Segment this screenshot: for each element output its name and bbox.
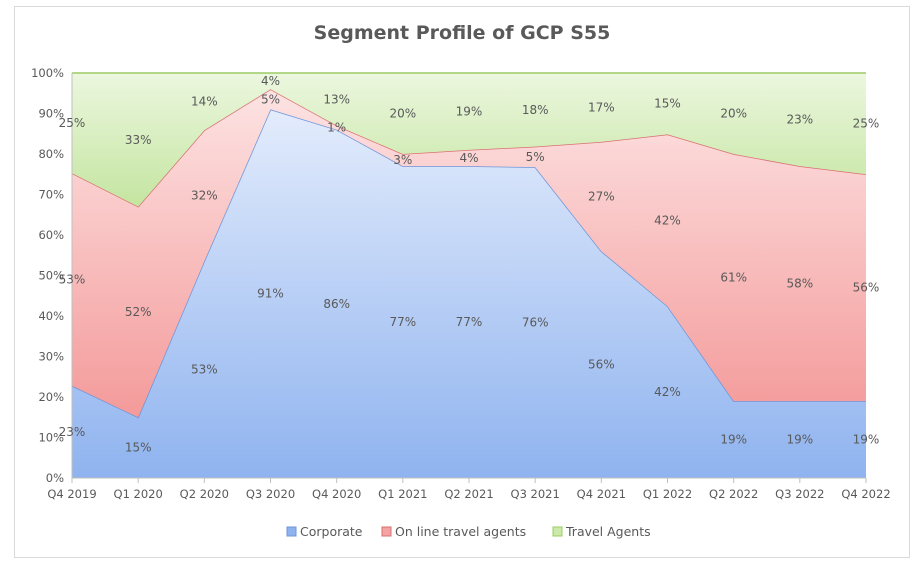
legend-label-corporate: Corporate xyxy=(300,524,363,539)
data-label-travel-agents: 23% xyxy=(786,113,813,127)
area-on-line-travel-agents xyxy=(72,89,866,418)
data-label-travel-agents: 13% xyxy=(323,92,350,106)
data-label-on-line-travel-agents: 53% xyxy=(59,273,86,287)
data-label-corporate: 77% xyxy=(389,315,416,329)
y-tick-label: 100% xyxy=(31,66,64,80)
data-label-on-line-travel-agents: 56% xyxy=(853,281,880,295)
area-corporate xyxy=(72,109,866,479)
data-label-on-line-travel-agents: 1% xyxy=(327,121,346,135)
data-label-travel-agents: 20% xyxy=(389,107,416,121)
data-label-travel-agents: 18% xyxy=(522,103,549,117)
data-label-travel-agents: 25% xyxy=(853,117,880,131)
data-label-travel-agents: 15% xyxy=(654,97,681,111)
x-tick-label: Q2 2021 xyxy=(444,487,493,501)
legend-swatch-corporate xyxy=(286,526,297,537)
data-label-on-line-travel-agents: 3% xyxy=(393,153,412,167)
x-tick-label: Q4 2021 xyxy=(577,487,626,501)
x-tick-label: Q4 2022 xyxy=(841,487,890,501)
data-label-travel-agents: 14% xyxy=(191,95,218,109)
legend-label-travel-agents: Travel Agents xyxy=(565,524,651,539)
data-label-travel-agents: 25% xyxy=(59,116,86,130)
data-label-travel-agents: 20% xyxy=(720,107,747,121)
data-label-corporate: 76% xyxy=(522,316,549,330)
data-label-corporate: 56% xyxy=(588,358,615,372)
data-label-corporate: 86% xyxy=(323,297,350,311)
data-label-corporate: 42% xyxy=(654,385,681,399)
chart-title: Segment Profile of GCP S55 xyxy=(313,22,611,44)
data-label-on-line-travel-agents: 5% xyxy=(526,150,545,164)
data-label-travel-agents: 17% xyxy=(588,100,615,114)
data-label-corporate: 53% xyxy=(191,363,218,377)
x-tick-label: Q3 2022 xyxy=(775,487,824,501)
y-tick-label: 50% xyxy=(38,269,64,283)
data-label-on-line-travel-agents: 32% xyxy=(191,189,218,203)
x-tick-label: Q3 2021 xyxy=(511,487,560,501)
data-label-on-line-travel-agents: 5% xyxy=(261,92,280,106)
y-tick-label: 70% xyxy=(38,188,64,202)
x-tick-label: Q3 2020 xyxy=(246,487,295,501)
legend-swatch-travel-agents xyxy=(552,526,563,537)
y-tick-label: 40% xyxy=(38,309,64,323)
data-label-travel-agents: 33% xyxy=(125,133,152,147)
data-label-on-line-travel-agents: 61% xyxy=(720,271,747,285)
data-label-corporate: 91% xyxy=(257,287,284,301)
y-tick-label: 0% xyxy=(46,471,64,485)
y-tick-label: 90% xyxy=(38,107,64,121)
x-tick-label: Q1 2022 xyxy=(643,487,692,501)
data-label-on-line-travel-agents: 52% xyxy=(125,305,152,319)
y-tick-label: 10% xyxy=(38,431,64,445)
data-label-corporate: 77% xyxy=(456,315,483,329)
data-label-corporate: 19% xyxy=(720,433,747,447)
data-label-corporate: 19% xyxy=(853,433,880,447)
x-tick-label: Q1 2021 xyxy=(378,487,427,501)
legend-label-on-line-travel-agents: On line travel agents xyxy=(395,524,526,539)
legend-swatch-on-line-travel-agents xyxy=(381,526,392,537)
x-tick-label: Q1 2020 xyxy=(114,487,163,501)
data-label-on-line-travel-agents: 27% xyxy=(588,190,615,204)
data-label-corporate: 23% xyxy=(59,425,86,439)
y-tick-label: 80% xyxy=(38,147,64,161)
x-tick-label: Q4 2019 xyxy=(47,487,96,501)
data-label-on-line-travel-agents: 58% xyxy=(786,277,813,291)
y-tick-label: 60% xyxy=(38,228,64,242)
y-tick-label: 20% xyxy=(38,390,64,404)
data-label-corporate: 15% xyxy=(125,441,152,455)
data-label-corporate: 19% xyxy=(786,433,813,447)
area-travel-agents xyxy=(72,73,866,207)
y-tick-label: 30% xyxy=(38,350,64,364)
data-label-on-line-travel-agents: 42% xyxy=(654,213,681,227)
x-tick-label: Q2 2020 xyxy=(180,487,229,501)
x-tick-label: Q2 2022 xyxy=(709,487,758,501)
data-label-travel-agents: 4% xyxy=(261,74,280,88)
x-tick-label: Q4 2020 xyxy=(312,487,361,501)
data-label-travel-agents: 19% xyxy=(456,104,483,118)
data-label-on-line-travel-agents: 4% xyxy=(459,151,478,165)
